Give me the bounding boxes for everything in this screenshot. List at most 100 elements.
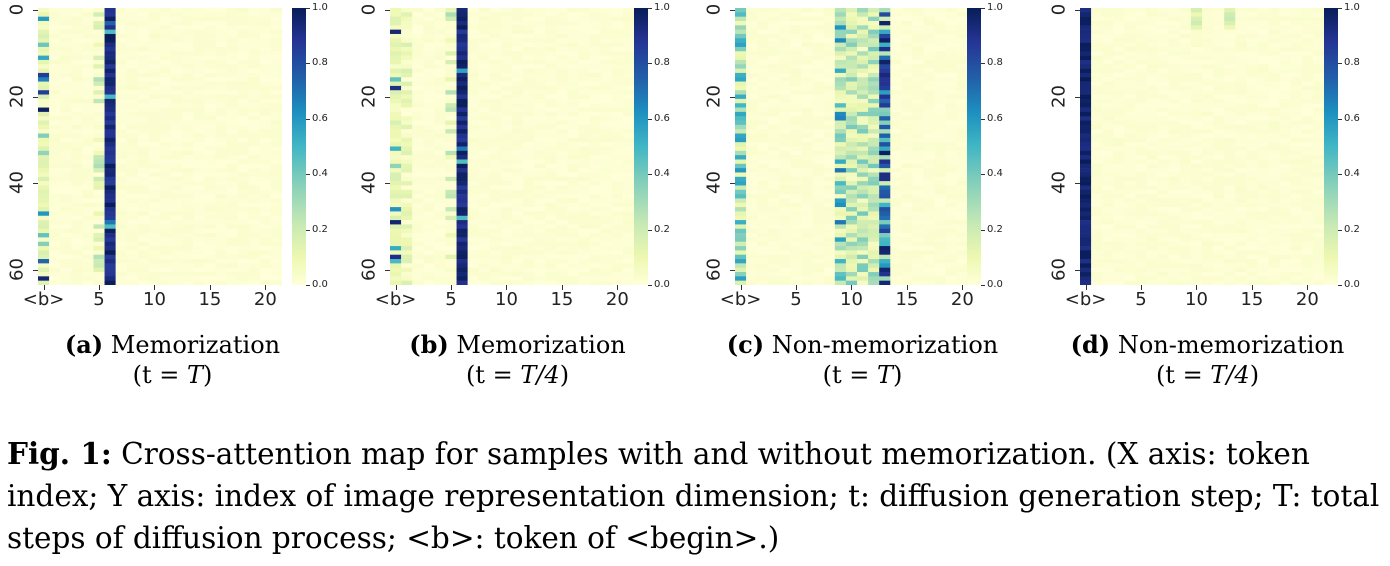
heatmap-cell <box>890 68 902 74</box>
heatmap-cell <box>611 72 624 78</box>
heatmap-cell <box>1102 120 1114 126</box>
heatmap-cell <box>812 272 825 277</box>
heatmap-cell <box>1113 98 1125 104</box>
heatmap-cell <box>945 150 958 156</box>
heatmap-cell <box>600 90 613 95</box>
heatmap-cell <box>237 72 250 78</box>
heatmap-cell <box>115 250 128 256</box>
heatmap-cell <box>390 181 402 186</box>
y-axis-tick <box>385 10 390 12</box>
heatmap-cell <box>1312 124 1324 130</box>
heatmap-cell <box>735 142 747 147</box>
heatmap-cell <box>1257 59 1269 65</box>
heatmap-cell <box>456 42 468 48</box>
heatmap-cell <box>500 103 513 108</box>
heatmap-cell <box>259 263 272 268</box>
heatmap-cell <box>845 85 858 91</box>
heatmap-cell <box>82 202 94 208</box>
heatmap-cell <box>1102 55 1114 61</box>
heatmap-cell <box>890 85 902 91</box>
heatmap-cell <box>1279 111 1292 117</box>
heatmap-cell <box>412 194 424 199</box>
heatmap-cell <box>204 25 216 30</box>
heatmap-cell <box>523 116 535 121</box>
heatmap-cell <box>879 129 891 134</box>
heatmap-cell <box>160 146 172 152</box>
heatmap-cell <box>746 267 758 273</box>
heatmap-cell <box>1124 12 1136 17</box>
heatmap-cell <box>890 198 902 204</box>
heatmap-cell <box>589 120 602 126</box>
heatmap-cell <box>1312 33 1324 39</box>
heatmap-cell <box>49 267 61 273</box>
heatmap-cell <box>193 51 205 56</box>
heatmap-cell <box>148 150 161 156</box>
heatmap-cell <box>945 267 958 273</box>
heatmap-cell <box>901 228 913 234</box>
colorbar-tick <box>981 285 985 286</box>
heatmap-cell <box>923 68 935 74</box>
heatmap-cell <box>1235 98 1247 104</box>
heatmap-cell <box>1213 133 1225 139</box>
heatmap-cell <box>746 120 758 126</box>
heatmap-cell <box>60 25 72 30</box>
heatmap-cell <box>545 276 557 281</box>
heatmap-cell <box>879 16 891 22</box>
heatmap-cell <box>126 259 139 264</box>
heatmap-cell <box>115 168 128 173</box>
heatmap-cell <box>912 94 924 100</box>
heatmap-cell <box>890 215 902 221</box>
heatmap-cell <box>115 155 128 160</box>
heatmap-cell <box>589 163 602 169</box>
heatmap-cell <box>237 85 250 91</box>
heatmap-cell <box>226 111 238 117</box>
heatmap-cell <box>556 211 568 217</box>
heatmap-cell <box>160 72 172 78</box>
heatmap-cell <box>49 42 61 48</box>
heatmap-cell <box>857 189 869 195</box>
heatmap-cell <box>1268 77 1280 82</box>
heatmap-cell <box>456 224 468 230</box>
heatmap-cell <box>757 228 769 234</box>
heatmap-cell <box>556 16 568 22</box>
heatmap-cell <box>49 155 61 160</box>
heatmap-cell <box>956 90 969 95</box>
heatmap-cell <box>801 107 813 113</box>
heatmap-cell <box>259 46 272 52</box>
heatmap-cell <box>423 98 435 104</box>
heatmap-cell <box>38 181 50 186</box>
heatmap-cell <box>600 237 613 243</box>
heatmap-cell <box>834 81 847 87</box>
heatmap-cell <box>578 90 590 95</box>
heatmap-cell <box>445 211 457 217</box>
heatmap-cell <box>1268 85 1280 91</box>
heatmap-cell <box>1168 107 1181 113</box>
heatmap-cell <box>93 72 105 78</box>
heatmap-cell <box>556 202 568 208</box>
heatmap-cell <box>60 142 72 147</box>
heatmap-cell <box>912 146 924 152</box>
heatmap-cell <box>160 159 172 165</box>
heatmap-cell <box>401 207 413 212</box>
heatmap-cell <box>226 176 238 182</box>
heatmap-cell <box>523 129 535 134</box>
heatmap-cell <box>1168 77 1181 82</box>
heatmap-cell <box>489 211 502 217</box>
heatmap-cell <box>38 220 50 225</box>
heatmap-cell <box>779 159 791 165</box>
heatmap-cell <box>478 133 491 139</box>
heatmap-cell <box>115 241 128 247</box>
heatmap-cell <box>237 168 250 173</box>
heatmap-cell <box>1235 94 1247 100</box>
heatmap-cell <box>934 250 947 256</box>
heatmap-cell <box>248 194 261 199</box>
heatmap-cell <box>534 185 546 191</box>
heatmap-cell <box>801 168 813 173</box>
heatmap-cell <box>923 241 935 247</box>
heatmap-cell <box>390 220 402 225</box>
heatmap-cell <box>248 68 261 74</box>
heatmap-cell <box>589 237 602 243</box>
heatmap-cell <box>934 181 947 186</box>
heatmap-cell <box>545 124 557 130</box>
heatmap-cell <box>956 168 969 173</box>
